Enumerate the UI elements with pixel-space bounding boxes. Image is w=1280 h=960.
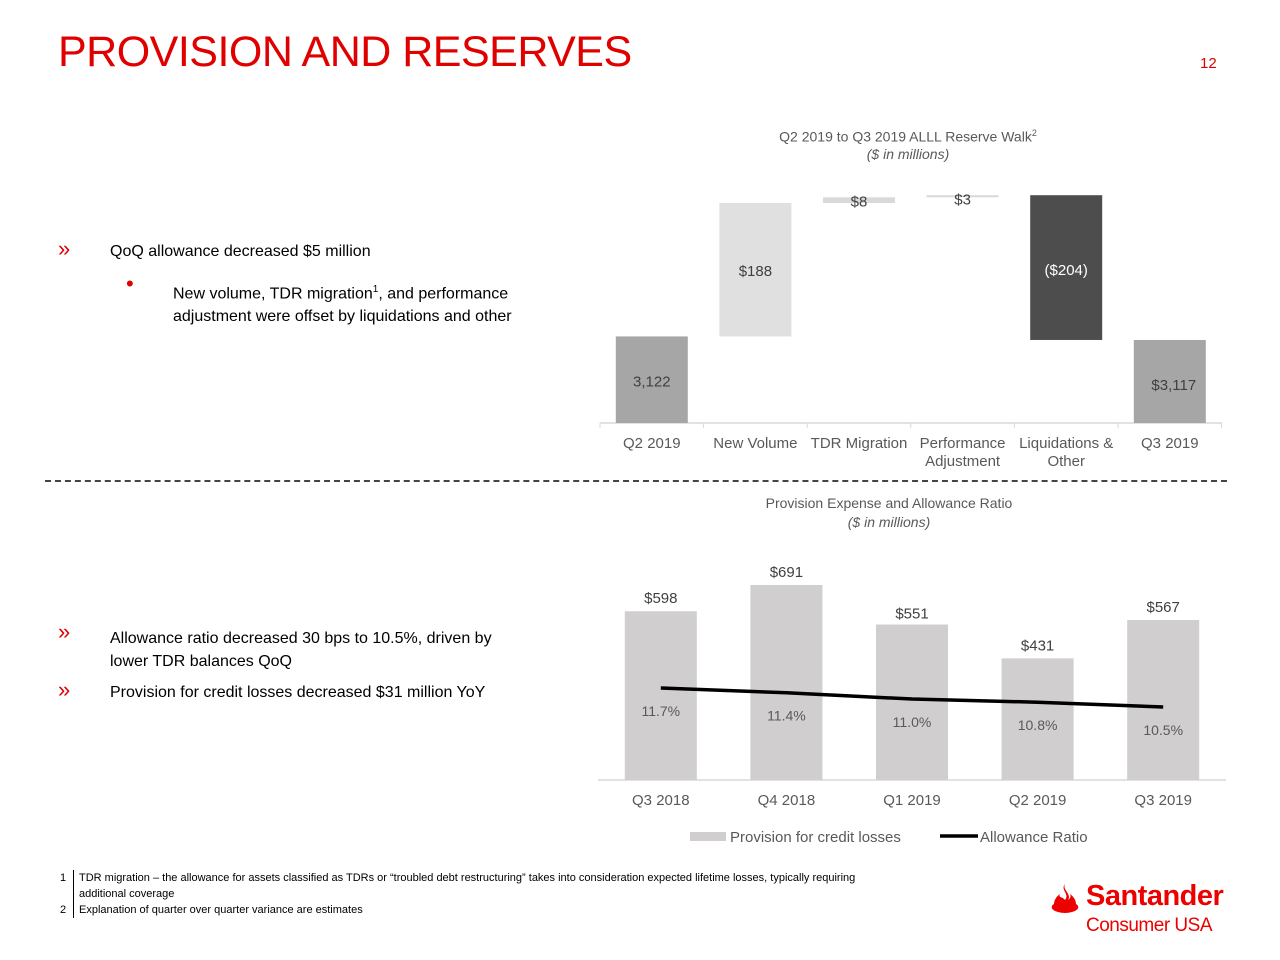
waterfall-bar [926,195,999,198]
category-label: Q3 2018 [632,792,690,809]
footnote-text: TDR migration – the allowance for assets… [79,872,856,884]
data-label: ($204) [1045,262,1088,279]
waterfall-title: Q2 2019 to Q3 2019 ALLL Reserve Walk2 [779,128,1037,145]
waterfall-subtitle: ($ in millions) [866,146,950,162]
data-label: $3,117 [1151,377,1196,394]
logo-subtitle: Consumer USA [1086,915,1213,936]
category-label: New Volume [713,435,797,452]
category-label: Other [1047,453,1085,470]
footnote-number: 2 [60,904,67,916]
legend-label: Provision for credit losses [730,829,901,846]
chevron-bullet-icon: » [58,236,71,261]
footnote-text: additional coverage [79,888,175,900]
category-label: Q4 2018 [758,792,816,809]
section-divider [45,480,1227,482]
waterfall-bar [823,197,895,203]
provision-chart: $598 Q3 2018 11.7% $691 Q4 2018 11.4% $551 Q1 2… [598,564,1226,846]
sub-bullet-text: adjustment were offset by liquidations a… [173,308,512,326]
waterfall-bar [719,203,792,337]
sub-bullet-text: New volume, TDR migration [173,285,373,303]
category-label: Q3 2019 [1134,792,1192,809]
footnote-ref: 1 [372,284,379,295]
category-label: Q1 2019 [883,792,941,809]
allowance-ratio-line [660,686,1164,709]
bullet-provision: » Provision for credit losses decreased … [58,677,486,702]
category-label: Q2 2019 [623,435,681,452]
footnote-text: Explanation of quarter over quarter vari… [79,904,363,916]
category-label: TDR Migration [811,435,908,452]
category-label: Liquidations & [1019,435,1113,452]
legend-swatch-provision [690,832,726,841]
ratio-data-label: 11.7% [641,703,680,719]
page-number: 12 [1200,55,1217,72]
provision-bar [876,624,948,780]
waterfall-bar [1133,339,1206,423]
bullet-allowance-decrease: » QoQ allowance decreased $5 million [58,236,371,261]
bar-data-label: $691 [770,564,803,581]
sub-bullet-text: , and performance [378,285,509,303]
category-label: Adjustment [925,453,1001,470]
data-label: $188 [739,263,772,280]
category-label: Performance [920,435,1006,452]
data-label: $3 [954,191,971,208]
provision-bar [624,611,697,780]
category-label: Q2 2019 [1009,792,1067,809]
legend-label: Allowance Ratio [980,829,1088,846]
waterfall-bar [615,336,688,423]
footnote-number: 1 [60,872,67,884]
category-label: Q3 2019 [1141,435,1199,452]
ratio-data-label: 10.5% [1143,722,1183,738]
bar-data-label: $598 [644,590,677,607]
provision-chart-subtitle: ($ in millions) [847,514,931,530]
flame-icon [1051,884,1079,913]
ratio-data-label: 11.0% [893,714,932,730]
sub-bullet: • New volume, TDR migration1, and perfor… [126,272,512,328]
provision-bar [1001,658,1074,780]
page-title: PROVISION AND RESERVES [58,28,632,76]
provision-bar [750,585,823,780]
footnotes: 1 TDR migration – the allowance for asset… [60,870,855,918]
chevron-bullet-icon: » [58,619,71,644]
bar-data-label: $567 [1147,599,1180,616]
ratio-data-label: 10.8% [1018,717,1058,733]
bullet-text: QoQ allowance decreased $5 million [110,243,371,260]
waterfall-bar [1030,195,1103,340]
bar-data-label: $431 [1021,637,1054,654]
bullet-text: Provision for credit losses decreased $3… [110,684,486,701]
data-label: 3,122 [633,373,671,390]
ratio-data-label: 11.4% [767,708,806,724]
waterfall-chart: 3,122 Q2 2019 $188 New Volume $8 TDR Migratio… [599,191,1223,470]
bullet-text: Allowance ratio decreased 30 bps to 10.5… [110,630,492,647]
bar-data-label: $551 [895,606,928,623]
bullet-text: lower TDR balances QoQ [110,653,292,670]
provision-chart-title: Provision Expense and Allowance Ratio [765,495,1013,511]
logo-brand: Santander [1086,880,1224,912]
provision-bar [1127,619,1200,780]
dot-bullet-icon: • [126,271,134,296]
data-label: $8 [851,193,868,210]
chevron-bullet-icon: » [58,677,71,702]
bullet-allowance-ratio: » Allowance ratio decreased 30 bps to 10… [58,620,492,673]
